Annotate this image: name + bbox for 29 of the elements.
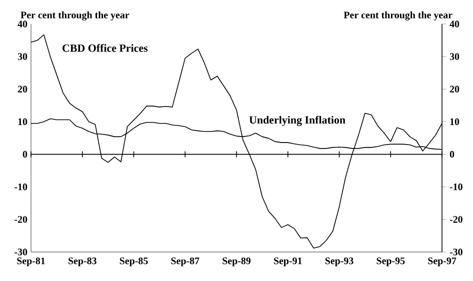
y2-axis-title: Per cent through the year	[344, 11, 452, 20]
y2-tick-label: 30	[450, 53, 460, 60]
y-tick-label: -20	[14, 216, 28, 223]
y-tick-label: 30	[18, 53, 28, 60]
y2-tick-label: 0	[450, 150, 454, 158]
x-tick-label: Sep-93	[325, 258, 354, 266]
y-tick-label: -10	[14, 183, 28, 190]
y-tick-label: 0	[22, 150, 28, 158]
series-label: CBD Office Prices	[62, 44, 148, 52]
x-tick-label: Sep-87	[171, 258, 200, 266]
series-label: Underlying Inflation	[249, 116, 346, 126]
y2-tick-label: 10	[450, 118, 460, 126]
x-tick-label: Sep-81	[17, 258, 45, 266]
y2-tick-label: -10	[450, 183, 462, 190]
y-tick-label: 20	[18, 86, 28, 92]
x-tick-label: Sep-91	[274, 258, 302, 266]
x-tick-label: Sep-97	[428, 258, 456, 266]
y-axis-title: Per cent through the year	[20, 11, 130, 20]
x-tick-label: Sep-95	[376, 258, 405, 266]
y-tick-label: 40	[18, 20, 28, 28]
x-tick-label: Sep-89	[222, 258, 251, 266]
y2-tick-label: 20	[450, 86, 460, 92]
y2-tick-label: -30	[450, 248, 462, 256]
y2-tick-label: -20	[450, 216, 462, 223]
y-tick-label: 10	[18, 118, 28, 126]
y2-tick-label: 40	[450, 20, 460, 28]
x-tick-label: Sep-83	[68, 258, 96, 266]
x-tick-label: Sep-85	[120, 258, 148, 266]
y-tick-label: -30	[14, 248, 28, 256]
